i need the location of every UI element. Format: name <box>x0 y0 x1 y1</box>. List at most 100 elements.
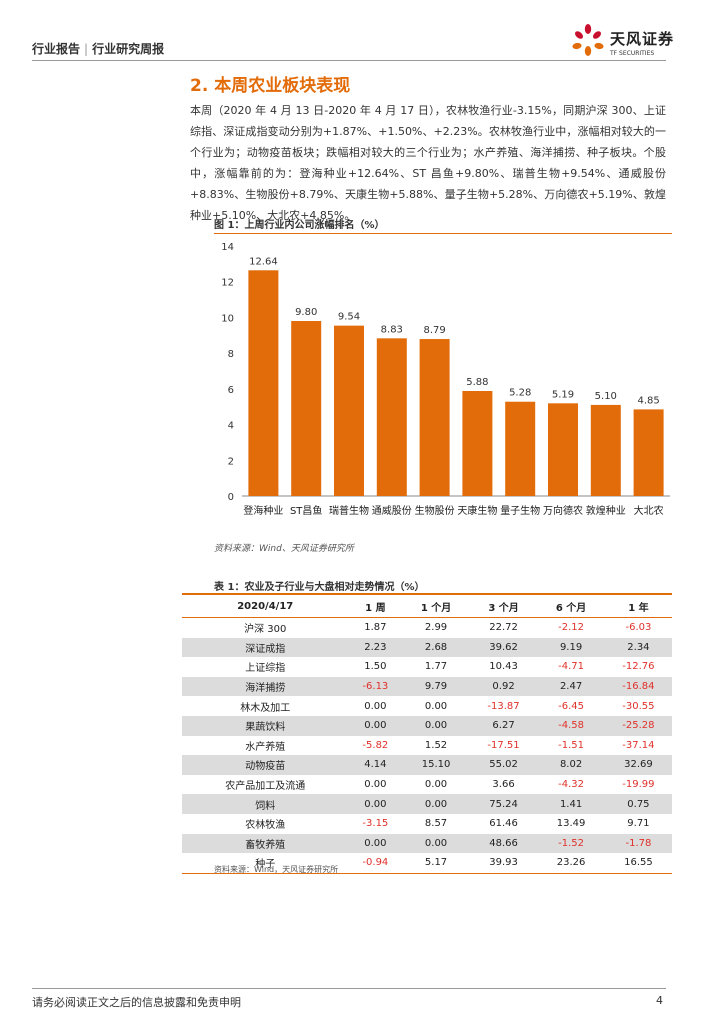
table-cell: -2.12 <box>558 622 584 634</box>
bar <box>291 321 322 496</box>
table-cell: 1.41 <box>537 794 605 814</box>
table-cell: 0.92 <box>469 676 538 697</box>
table-cell: 32.69 <box>604 755 672 775</box>
logo-subtitle: TF SECURITIES <box>610 50 655 57</box>
table-row-label: 农产品加工及流通 <box>225 781 306 793</box>
table-row: 林木及加工 0.00 0.00 -13.87 -6.45 -30.55 <box>182 696 672 716</box>
bar-value-label: 5.28 <box>509 388 531 399</box>
gain-ranking-bar-chart: 0 2 4 6 8 10 12 14 12.64 登海种业 9.80 ST昌鱼 9.54 瑞普生物 8.83… <box>221 242 670 517</box>
header-divider: | <box>84 42 89 56</box>
report-category: 行业报告 <box>32 42 81 56</box>
table-cell: 2.99 <box>424 622 448 634</box>
table-row: 农产品加工及流通 0.00 0.00 3.66 -4.32 -19.99 <box>182 775 672 795</box>
table-cell: 2.47 <box>537 676 605 697</box>
table-title: 表 1：农业及子行业与大盘相对走势情况（%） <box>214 582 425 593</box>
y-tick-label: 14 <box>221 242 234 253</box>
table-cell: 0.00 <box>348 715 403 736</box>
table-cell: -1.78 <box>604 833 672 854</box>
bar-value-label: 5.88 <box>466 377 488 388</box>
table-cell: 0.00 <box>348 794 403 814</box>
table-cell: 0.00 <box>402 715 470 736</box>
table-cell: -3.15 <box>362 818 389 830</box>
table-header-cell: 1 个月 <box>402 593 470 618</box>
table-cell: 0.00 <box>364 700 387 712</box>
table-row-label: 深证成指 <box>182 637 349 658</box>
table-cell: -37.14 <box>622 739 655 751</box>
footer-divider-line <box>32 988 666 989</box>
y-tick-label: 6 <box>228 385 234 396</box>
table-cell: 0.00 <box>402 794 470 814</box>
x-category-label: 登海种业 <box>243 504 283 517</box>
table-cell: 61.46 <box>489 818 518 830</box>
table-header-cell: 3 个月 <box>469 593 538 618</box>
table-cell: -4.32 <box>558 779 584 791</box>
table-source: 资料来源：Wind，天风证券研究所 <box>214 865 339 874</box>
summary-paragraph: 本周（2020 年 4 月 13 日-2020 年 4 月 17 日），农林牧渔… <box>190 104 666 222</box>
table-cell: 5.17 <box>402 853 470 874</box>
table-cell: 4.14 <box>348 755 403 775</box>
bar <box>633 409 664 496</box>
bar-value-label: 12.64 <box>249 256 278 267</box>
table-row: 沪深 300 1.87 2.99 22.72 -2.12 -6.03 <box>182 618 672 638</box>
table-cell: 1.52 <box>424 739 448 751</box>
table-row: 深证成指 2.23 2.68 39.62 9.19 2.34 <box>182 637 672 658</box>
table-cell: 3.66 <box>492 779 515 791</box>
report-type-header: 行业报告 | 行业研究周报 <box>32 40 164 57</box>
bar-value-label: 9.54 <box>338 312 360 323</box>
header-divider-line <box>32 60 666 61</box>
bar <box>334 325 364 496</box>
bar-value-label: 8.79 <box>423 325 445 336</box>
table-cell: -17.51 <box>487 739 520 751</box>
table-cell: -4.71 <box>558 661 584 673</box>
logo-flower-icon <box>572 24 604 56</box>
table-cell: 8.57 <box>424 818 448 830</box>
table-row-label: 种子 <box>182 853 349 874</box>
x-category-label: ST昌鱼 <box>290 504 322 517</box>
figure-title-rule <box>214 233 672 234</box>
x-category-label: 万向德农 <box>543 504 583 517</box>
table-cell: 0.00 <box>402 833 470 854</box>
bar-value-label: 8.83 <box>381 324 403 335</box>
table-cell: -25.28 <box>604 715 672 736</box>
table-cell: 2.34 <box>604 637 672 658</box>
table-cell: 9.79 <box>402 676 470 697</box>
table-row-label: 农林牧渔 <box>245 820 286 832</box>
table-cell: -4.58 <box>537 715 605 736</box>
table-cell: -0.94 <box>348 853 403 874</box>
table-row-label: 上证综指 <box>245 663 286 675</box>
table-cell: 55.02 <box>469 755 538 775</box>
y-tick-label: 10 <box>221 313 234 324</box>
table-row: 动物疫苗 4.14 15.10 55.02 8.02 32.69 <box>182 755 672 775</box>
table-row: 农林牧渔 -3.15 8.57 61.46 13.49 9.71 <box>182 814 672 834</box>
table-cell: 16.55 <box>604 853 672 874</box>
table-cell: 1.77 <box>424 661 448 673</box>
table-header-cell: 2020/4/17 <box>182 593 349 618</box>
x-category-label: 量子生物 <box>500 504 540 517</box>
bar <box>376 338 407 496</box>
x-category-label: 天康生物 <box>457 504 497 517</box>
y-tick-label: 2 <box>228 456 234 467</box>
bar-value-label: 5.19 <box>552 389 574 400</box>
table-row: 饲料 0.00 0.00 75.24 1.41 0.75 <box>182 794 672 814</box>
page-number: 4 <box>656 994 663 1007</box>
figure-source: 资料来源：Wind、天风证券研究所 <box>214 544 354 554</box>
bar-value-label: 9.80 <box>295 307 317 318</box>
table-cell: 2.68 <box>402 637 470 658</box>
tf-securities-logo: 天风证券 TF SECURITIES <box>570 22 680 62</box>
table-row: 上证综指 1.50 1.77 10.43 -4.71 -12.76 <box>182 657 672 677</box>
table-cell: -6.03 <box>625 622 652 634</box>
table-cell: 39.62 <box>469 637 538 658</box>
bar <box>462 391 493 496</box>
table-cell: -30.55 <box>622 700 655 712</box>
disclaimer-footer: 请务必阅读正文之后的信息披露和免责申明 <box>32 996 241 1009</box>
table-cell: 0.00 <box>424 700 448 712</box>
table-cell: 1.87 <box>364 622 387 634</box>
table-row: 果蔬饮料 0.00 0.00 6.27 -4.58 -25.28 <box>182 715 672 736</box>
y-tick-label: 12 <box>221 278 234 289</box>
bar <box>419 339 450 496</box>
table-cell: 9.19 <box>537 637 605 658</box>
table-row-label: 果蔬饮料 <box>182 715 349 736</box>
x-category-label: 通威股份 <box>372 504 412 517</box>
